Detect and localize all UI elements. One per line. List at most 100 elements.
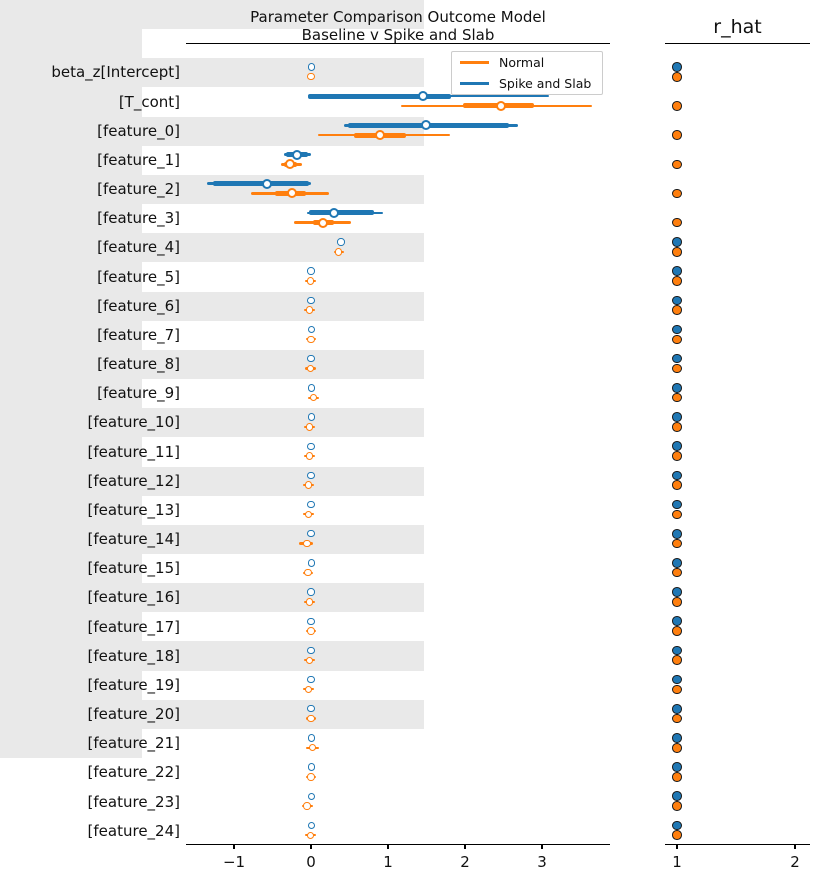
chart-title-line2: Baseline v Spike and Slab [301,26,495,44]
row-label: [feature_12] [87,471,180,490]
rhat-marker-spike [672,645,682,656]
x-tick-label: −1 [222,853,246,871]
rhat-marker-normal [672,742,682,753]
row-stripe [0,495,142,525]
row-stripe [0,87,142,117]
row-stripe [0,0,424,30]
rhat-marker-spike [672,820,682,831]
rhat-marker-spike [672,528,682,539]
median-marker-normal [318,217,329,228]
median-marker-normal [304,685,313,694]
median-marker-normal [285,159,296,170]
median-marker-normal [305,598,314,606]
legend-item-spike-slab: Spike and Slab [452,75,602,93]
x-tick [387,844,389,849]
median-marker-spike [420,120,431,131]
median-marker-normal [307,773,315,781]
row-stripe [0,641,424,671]
row-label: [feature_8] [97,355,180,374]
rhat-marker-normal [672,101,682,111]
row-label: [feature_1] [97,150,180,169]
hdi-line-thick [213,181,309,187]
hdi-line-thick [307,93,452,99]
row-label: [feature_24] [87,821,180,840]
x-tick-label: 1 [383,853,393,871]
row-stripe [0,612,142,642]
row-stripe [0,349,424,380]
rhat-marker-spike [672,324,682,335]
rhat-marker-spike [672,587,682,597]
median-marker-spike [307,588,315,596]
median-marker-normal [304,510,313,519]
legend-item-normal: Normal [452,54,602,72]
rhat-marker-normal [672,247,682,257]
main-top-spine [186,42,610,44]
row-label: [feature_22] [87,763,180,782]
median-marker-normal [375,130,386,141]
rhat-marker-normal [672,538,682,549]
rhat-bottom-spine [665,844,810,846]
rhat-marker-normal [672,772,682,782]
median-marker-normal [308,744,317,752]
median-marker-spike [307,705,315,713]
median-marker-normal [303,802,311,810]
chart-title-line1: Parameter Comparison Outcome Model [250,8,546,26]
median-marker-normal [496,100,507,111]
median-marker-spike [307,471,315,480]
rhat-title: r_hat [713,16,762,38]
rhat-marker-normal [672,188,682,199]
row-label: [feature_11] [87,442,180,461]
row-stripe [0,379,142,409]
median-marker-normal [307,714,315,723]
median-marker-normal [305,656,314,664]
legend-label-spike-slab: Spike and Slab [499,75,592,91]
row-label: [feature_15] [87,559,180,578]
median-marker-spike [292,149,303,160]
median-marker-normal [305,423,314,431]
row-stripe [0,262,142,292]
rhat-marker-normal [672,392,682,403]
median-marker-spike [329,207,340,218]
row-stripe [0,670,142,700]
rhat-marker-normal [672,305,682,315]
row-stripe [0,204,142,234]
rhat-marker-spike [672,558,682,568]
median-marker-spike [262,178,273,189]
rhat-marker-spike [672,762,682,772]
row-stripe [0,728,142,759]
legend: Normal Spike and Slab [451,51,603,95]
row-label: beta_z[Intercept] [51,63,180,82]
rhat-marker-normal [672,130,682,140]
rhat-marker-normal [672,567,682,578]
row-label: [feature_20] [87,705,180,724]
x-tick-label: 2 [790,853,800,871]
median-marker-normal [307,627,315,635]
median-marker-normal [306,364,314,373]
row-label: [feature_4] [97,238,180,257]
row-label: [feature_10] [87,413,180,432]
rhat-marker-normal [672,509,682,520]
rhat-marker-normal [672,363,682,374]
median-marker-normal [306,277,314,285]
rhat-marker-spike [672,791,682,802]
rhat-marker-spike [672,62,682,72]
rhat-marker-normal [672,159,682,170]
median-marker-spike [308,325,316,334]
rhat-marker-normal [672,480,682,490]
median-marker-normal [304,568,312,577]
median-marker-normal [305,306,314,314]
row-label: [feature_0] [97,121,180,140]
rhat-marker-normal [672,334,682,345]
median-marker-spike [337,238,345,246]
median-marker-normal [304,481,313,489]
rhat-marker-normal [672,597,682,607]
row-label: [T_cont] [118,92,180,111]
median-marker-normal [335,248,343,256]
median-marker-spike [307,675,315,684]
median-marker-spike [307,646,315,655]
row-label: [feature_23] [87,792,180,811]
median-marker-spike [307,355,315,363]
median-marker-normal [307,335,315,344]
rhat-marker-normal [672,451,682,461]
